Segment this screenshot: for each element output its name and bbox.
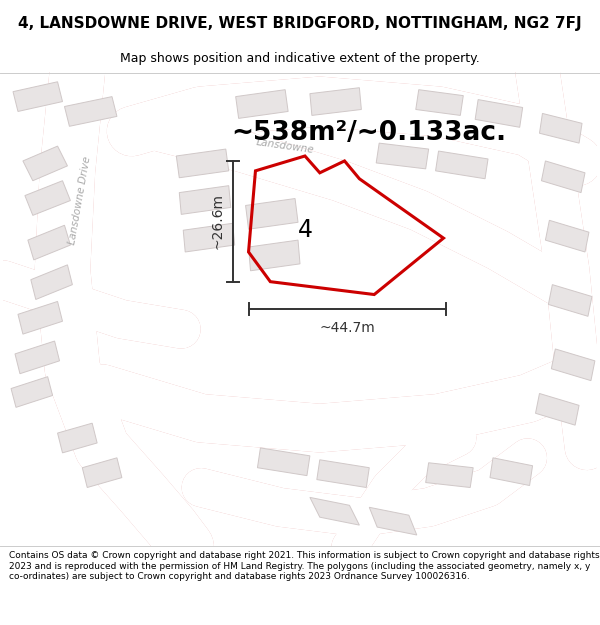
Text: Lansdowne Drive: Lansdowne Drive (68, 156, 93, 246)
Polygon shape (176, 149, 229, 178)
Polygon shape (236, 89, 288, 118)
Polygon shape (436, 151, 488, 179)
Polygon shape (310, 498, 359, 525)
Text: Contains OS data © Crown copyright and database right 2021. This information is : Contains OS data © Crown copyright and d… (9, 551, 599, 581)
Polygon shape (369, 508, 417, 535)
Text: ~44.7m: ~44.7m (320, 321, 376, 335)
Polygon shape (376, 143, 428, 169)
Polygon shape (539, 114, 582, 143)
Polygon shape (15, 341, 59, 374)
Polygon shape (64, 97, 117, 126)
Polygon shape (25, 181, 70, 216)
Polygon shape (490, 458, 533, 486)
Text: Lansdowne: Lansdowne (256, 137, 315, 155)
Polygon shape (179, 186, 231, 214)
Polygon shape (245, 199, 298, 229)
Polygon shape (545, 220, 589, 252)
Text: ~538m²/~0.133ac.: ~538m²/~0.133ac. (232, 120, 507, 146)
Polygon shape (536, 394, 579, 425)
Polygon shape (257, 448, 310, 476)
Polygon shape (58, 423, 97, 453)
Polygon shape (548, 284, 592, 316)
Polygon shape (551, 349, 595, 381)
Polygon shape (248, 240, 300, 271)
Polygon shape (183, 223, 235, 252)
Polygon shape (82, 458, 122, 488)
Polygon shape (317, 460, 369, 488)
Text: 4, LANSDOWNE DRIVE, WEST BRIDGFORD, NOTTINGHAM, NG2 7FJ: 4, LANSDOWNE DRIVE, WEST BRIDGFORD, NOTT… (18, 16, 582, 31)
Polygon shape (475, 99, 523, 127)
Polygon shape (425, 462, 473, 488)
Text: 4: 4 (298, 218, 313, 242)
Text: ~26.6m: ~26.6m (211, 193, 225, 249)
Polygon shape (13, 82, 62, 111)
Polygon shape (416, 89, 463, 116)
Polygon shape (31, 265, 73, 299)
Polygon shape (310, 88, 361, 116)
Polygon shape (18, 301, 62, 334)
Polygon shape (28, 225, 70, 260)
Text: Map shows position and indicative extent of the property.: Map shows position and indicative extent… (120, 52, 480, 65)
Polygon shape (23, 146, 67, 181)
Polygon shape (541, 161, 585, 192)
Polygon shape (11, 377, 53, 408)
